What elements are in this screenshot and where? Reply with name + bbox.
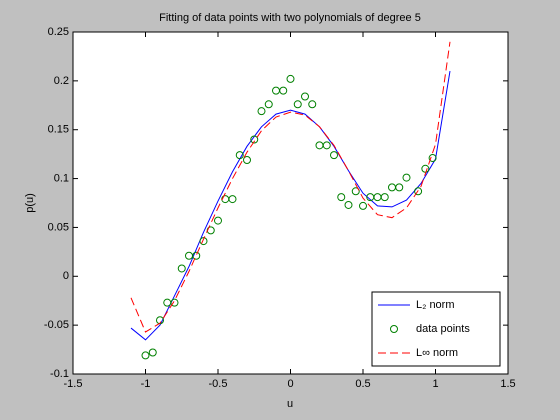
y-tick-label: 0.25 — [48, 26, 69, 38]
curve — [130, 71, 451, 341]
x-tick-label: 0.5 — [355, 378, 370, 390]
data-point — [141, 351, 150, 360]
data-point — [228, 195, 237, 204]
data-point — [414, 187, 423, 196]
x-tick-label: -1.5 — [64, 378, 83, 390]
data-point — [250, 135, 259, 144]
data-point — [351, 187, 360, 196]
x-tick-label: -0.5 — [209, 378, 228, 390]
x-tick-label: 0 — [287, 378, 293, 390]
data-point — [243, 156, 251, 165]
x-tick-label: 1.5 — [500, 378, 515, 390]
data-point — [148, 348, 157, 357]
data-point — [344, 200, 353, 209]
axes-box — [72, 31, 509, 375]
data-point — [264, 100, 273, 109]
y-tick-label: 0.15 — [48, 124, 69, 136]
y-tick-label: -0.05 — [44, 319, 69, 331]
data-point — [380, 193, 389, 202]
legend-box — [371, 291, 501, 367]
data-point — [301, 92, 309, 101]
data-point — [322, 141, 331, 150]
data-point — [308, 100, 317, 109]
data-point — [293, 100, 302, 109]
data-point — [279, 86, 288, 95]
y-axis-label: p(u) — [24, 193, 36, 213]
y-tick-label: 0.2 — [54, 75, 69, 87]
legend-label: data points — [416, 323, 470, 335]
data-point — [395, 183, 404, 192]
y-tick-label: -0.1 — [50, 368, 69, 380]
data-point — [199, 237, 208, 246]
data-point — [359, 201, 367, 210]
legend-label: L₂ norm — [416, 299, 455, 311]
data-point — [402, 173, 411, 182]
data-point — [177, 264, 186, 273]
x-tick-label: -1 — [141, 378, 151, 390]
curve — [130, 41, 451, 333]
chart-title: Fitting of data points with two polynomi… — [159, 12, 421, 24]
legend-marker — [390, 325, 398, 333]
data-point — [337, 193, 346, 202]
x-axis-label: u — [287, 398, 293, 410]
data-point — [257, 107, 266, 116]
y-tick-label: 0 — [63, 270, 69, 282]
data-point — [330, 151, 338, 160]
y-tick-label: 0.1 — [54, 172, 69, 184]
y-tick-label: 0.05 — [48, 221, 69, 233]
x-tick-label: 1 — [432, 378, 438, 390]
data-point — [170, 298, 179, 307]
data-point — [214, 216, 222, 225]
data-point — [428, 154, 437, 163]
data-point — [235, 151, 244, 160]
data-point — [192, 251, 201, 260]
data-point — [286, 74, 295, 83]
legend-label: L∞ norm — [416, 347, 458, 359]
